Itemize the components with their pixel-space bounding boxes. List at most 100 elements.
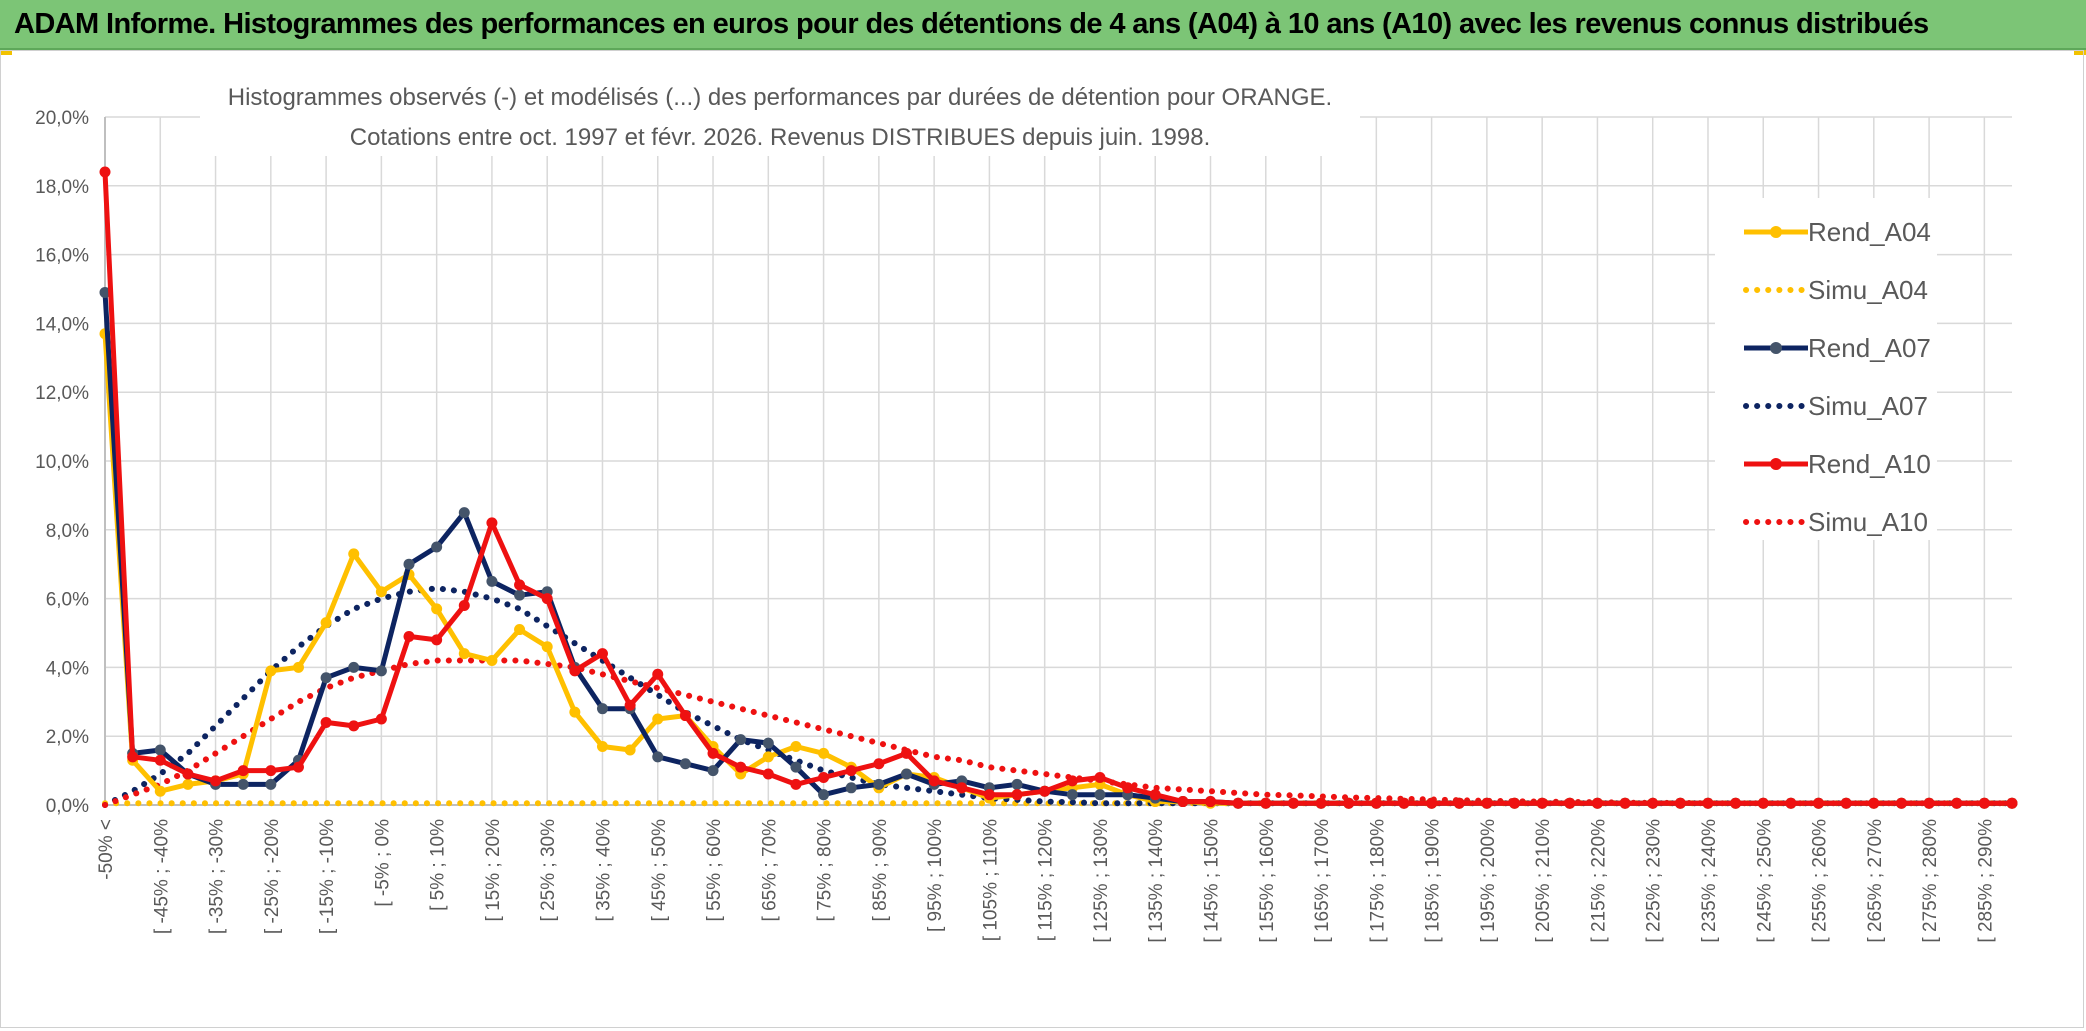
data-point	[1647, 797, 1659, 809]
y-tick-label: 14,0%	[35, 314, 89, 335]
data-point	[182, 778, 194, 790]
title-background	[200, 76, 1360, 156]
x-tick-label: [ 205% ; 210%	[1533, 819, 1554, 943]
data-point	[845, 765, 857, 777]
legend: Rend_A04 Simu_A04 Rend_A07 Simu_A07 Rend_A10…	[1715, 198, 1937, 540]
data-point	[1813, 797, 1825, 809]
data-point	[320, 617, 332, 629]
data-point	[375, 586, 387, 598]
data-point	[707, 765, 719, 777]
x-tick-label: [ 85% ; 90%	[870, 819, 891, 922]
data-point	[569, 665, 581, 677]
x-tick-label: [ 115% ; 120%	[1036, 819, 1057, 941]
x-tick-label: -50% <	[96, 819, 117, 880]
y-tick-label: 20,0%	[35, 108, 89, 129]
data-point	[1619, 797, 1631, 809]
y-axis-ticks: 0,0% 2,0% 4,0% 6,0% 8,0% 10,0% 12,0% 14,0% 16,0%…	[35, 108, 89, 817]
corner-mark-left	[0, 50, 12, 55]
series-line	[102, 171, 2012, 806]
data-point	[127, 751, 139, 763]
y-tick-label: 18,0%	[35, 177, 89, 198]
x-tick-label: [ 275% ; 280%	[1920, 819, 1941, 943]
data-point	[348, 661, 360, 673]
series	[99, 166, 2018, 809]
y-tick-label: 4,0%	[46, 658, 89, 679]
data-point	[486, 655, 498, 667]
data-point	[265, 778, 277, 790]
data-point	[818, 771, 830, 783]
series-rend-a10	[99, 166, 2018, 809]
legend-label: Simu_A04	[1808, 275, 1928, 305]
data-point	[265, 665, 277, 677]
data-point	[182, 768, 194, 780]
x-tick-label: [ -15% ; -10%	[317, 819, 338, 934]
data-point	[541, 593, 553, 605]
x-tick-label: [ 145% ; 150%	[1202, 819, 1223, 943]
data-point	[735, 761, 747, 773]
data-point	[1205, 796, 1217, 808]
data-point	[900, 747, 912, 759]
x-tick-label: [ 35% ; 40%	[593, 819, 614, 922]
legend-marker	[1770, 342, 1782, 354]
header-banner: ADAM Informe. Histogrammes des performan…	[0, 0, 2086, 50]
data-point	[265, 765, 277, 777]
y-tick-label: 8,0%	[46, 521, 89, 542]
x-tick-label: [ 75% ; 80%	[815, 819, 836, 922]
data-point	[1066, 789, 1078, 801]
chart-title-line-1: Histogrammes observés (-) et modélisés (…	[228, 84, 1332, 111]
data-point	[873, 778, 885, 790]
data-point	[514, 624, 526, 636]
legend-label: Simu_A07	[1808, 391, 1928, 421]
data-point	[1426, 797, 1438, 809]
x-tick-label: [ 155% ; 160%	[1257, 819, 1278, 943]
data-point	[790, 778, 802, 790]
x-tick-label: [ 165% ; 170%	[1312, 819, 1333, 943]
data-point	[1840, 797, 1852, 809]
data-point	[1536, 797, 1548, 809]
data-point	[735, 734, 747, 746]
x-tick-label: [ 45% ; 50%	[649, 819, 670, 922]
data-point	[1260, 797, 1272, 809]
data-point	[1895, 797, 1907, 809]
data-point	[1094, 789, 1106, 801]
data-point	[458, 599, 470, 611]
y-tick-label: 2,0%	[46, 727, 89, 748]
x-tick-label: [ -25% ; -20%	[262, 819, 283, 934]
y-tick-label: 6,0%	[46, 590, 89, 611]
x-tick-label: [ 135% ; 140%	[1146, 819, 1167, 943]
x-tick-label: [ 255% ; 260%	[1810, 819, 1831, 943]
data-point	[900, 768, 912, 780]
x-tick-label: [ 265% ; 270%	[1865, 819, 1886, 943]
x-tick-label: [ 65% ; 70%	[759, 819, 780, 922]
legend-label: Rend_A07	[1808, 333, 1931, 363]
x-tick-label: [ 25% ; 30%	[538, 819, 559, 922]
data-point	[652, 668, 664, 680]
data-point	[956, 782, 968, 794]
data-point	[818, 789, 830, 801]
data-point	[707, 747, 719, 759]
legend-marker	[1770, 458, 1782, 470]
y-tick-label: 16,0%	[35, 246, 89, 267]
data-point	[1591, 797, 1603, 809]
data-point	[790, 741, 802, 753]
data-point	[237, 765, 249, 777]
data-point	[1398, 797, 1410, 809]
data-point	[1370, 797, 1382, 809]
data-point	[1011, 778, 1023, 790]
data-point	[1177, 796, 1189, 808]
data-point	[431, 541, 443, 553]
data-point	[1481, 797, 1493, 809]
data-point	[624, 744, 636, 756]
legend-background	[1715, 198, 1937, 540]
data-point	[1785, 797, 1797, 809]
data-point	[1674, 797, 1686, 809]
x-tick-label: [ -5% ; 0%	[372, 819, 393, 907]
data-point	[1868, 797, 1880, 809]
banner-title: ADAM Informe. Histogrammes des performan…	[14, 8, 1929, 40]
data-point	[375, 713, 387, 725]
legend-item-rend-a07: Rend_A07	[1744, 333, 1931, 363]
x-tick-label: [ 5% ; 10%	[428, 819, 449, 911]
data-point	[403, 558, 415, 570]
data-point	[928, 775, 940, 787]
